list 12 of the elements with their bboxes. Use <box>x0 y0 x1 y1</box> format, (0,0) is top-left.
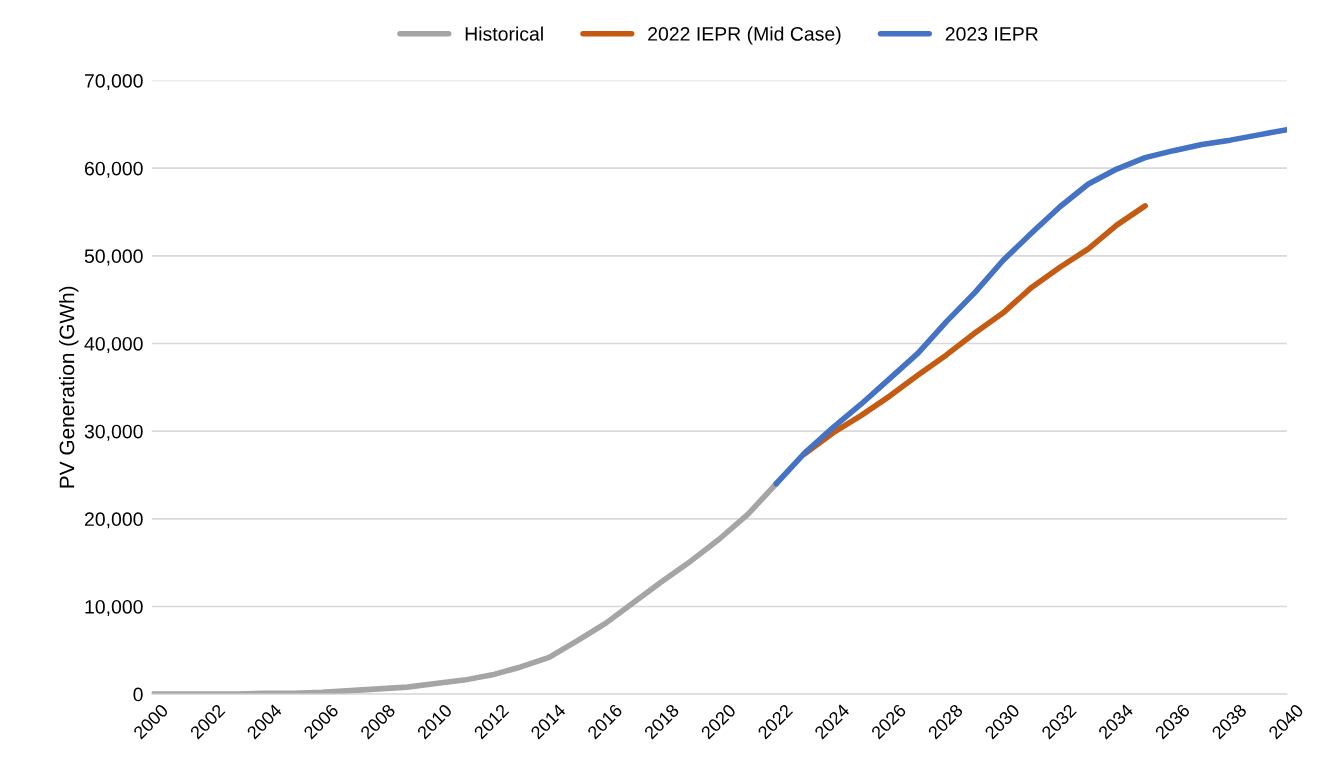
y-tick-label: 30,000 <box>84 424 143 441</box>
y-tick-label: 0 <box>133 687 143 702</box>
legend-label: Historical <box>465 26 543 41</box>
y-tick-label: 40,000 <box>84 336 143 354</box>
y-tick-label: 70,000 <box>85 74 143 91</box>
legend-label: 2022 IEPR (Mid Case) <box>648 26 841 45</box>
y-tick-label: 20,000 <box>84 512 143 529</box>
y-tick-label: 50,000 <box>84 249 143 266</box>
y-tick-label: 60,000 <box>84 161 143 178</box>
y-tick-label: 10,000 <box>85 599 143 617</box>
legend-label: 2023 IEPR <box>945 27 1038 41</box>
y-axis-title: PV Generation (GWh) <box>59 286 79 488</box>
